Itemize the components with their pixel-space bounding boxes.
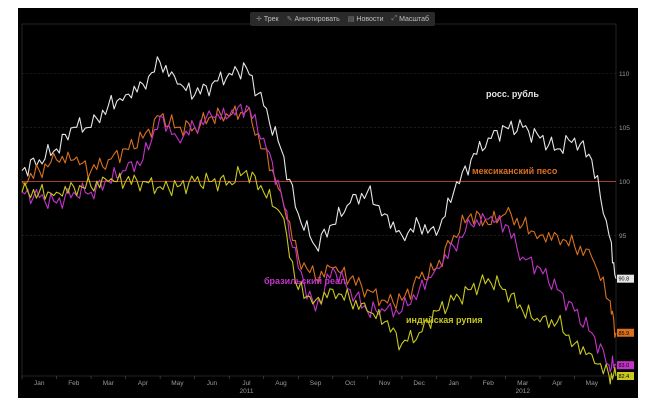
- series-annotation: росс. рубль: [486, 89, 539, 99]
- year-label: 2011: [239, 388, 253, 395]
- end-value-tag: [617, 361, 634, 370]
- x-tick-label: Feb: [483, 380, 495, 387]
- x-tick-label: Sep: [310, 380, 322, 387]
- end-value-tag: [617, 274, 634, 283]
- toolbar-zoom-label: Масштаб: [399, 15, 430, 23]
- y-tick-label: 95: [619, 233, 627, 240]
- end-value-label: 82.4: [619, 374, 630, 380]
- y-tick-label: 100: [619, 179, 630, 186]
- cross-icon: ✛: [256, 16, 262, 23]
- series-line-3: [21, 165, 617, 385]
- toolbar-track-label: Трек: [263, 15, 279, 23]
- end-value-label: 83.0: [619, 363, 630, 369]
- x-tick-label: Mar: [103, 380, 115, 387]
- x-tick-label: Jan: [34, 380, 45, 387]
- news-icon: ▤: [347, 16, 355, 23]
- chart-toolbar: ✛ Трек ✎ Аннотировать ▤ Новости ⤢ Масшта…: [250, 12, 436, 26]
- series-line-1: [21, 105, 617, 338]
- x-tick-label: Apr: [552, 380, 563, 387]
- y-tick-label: 105: [619, 125, 630, 132]
- plot-area: [21, 23, 617, 377]
- line-chart: 95 100 105 110 Jan Feb Mar Apr May Jun Jul Aug Sep Oc…: [21, 23, 634, 395]
- end-value-tag: [617, 372, 634, 380]
- year-label: 2012: [516, 388, 531, 395]
- x-tick-label: May: [171, 380, 184, 387]
- x-tick-label: Dec: [413, 380, 425, 387]
- toolbar-zoom-button[interactable]: ⤢ Масштаб: [392, 15, 430, 23]
- x-tick-label: May: [586, 380, 599, 387]
- series-line-0: [21, 56, 617, 279]
- toolbar-annotate-label: Аннотировать: [294, 15, 340, 23]
- toolbar-news-label: Новости: [356, 15, 384, 23]
- pen-icon: ✎: [286, 16, 293, 23]
- x-tick-label: Oct: [345, 380, 355, 387]
- y-tick-label: 110: [619, 71, 630, 78]
- end-value-label: 85.9: [619, 331, 630, 337]
- zoom-icon: ⤢: [391, 15, 398, 22]
- x-tick-label: Jun: [207, 380, 218, 387]
- x-tick-label: Nov: [379, 380, 391, 387]
- chart-frame: 95 100 105 110 Jan Feb Mar Apr May Jun Jul Aug Sep Oc…: [18, 8, 638, 398]
- series-annotation: мексиканский песо: [472, 166, 558, 176]
- x-tick-label: Aug: [275, 380, 287, 387]
- series-annotation: индийская рупия: [406, 315, 483, 325]
- x-tick-label: Jul: [242, 380, 251, 387]
- x-tick-label: Jan: [448, 380, 459, 387]
- end-value-label: 90.8: [619, 277, 630, 283]
- toolbar-news-button[interactable]: ▤ Новости: [347, 15, 384, 24]
- series-annotation: бразильский реал: [264, 276, 346, 286]
- x-tick-label: Mar: [517, 380, 529, 387]
- end-value-tag: [617, 328, 634, 337]
- series-line-2: [21, 103, 617, 373]
- toolbar-annotate-button[interactable]: ✎ Аннотировать: [286, 15, 340, 24]
- x-tick-label: Apr: [138, 380, 149, 387]
- x-tick-label: Feb: [68, 380, 80, 387]
- toolbar-track-button[interactable]: ✛ Трек: [256, 15, 279, 24]
